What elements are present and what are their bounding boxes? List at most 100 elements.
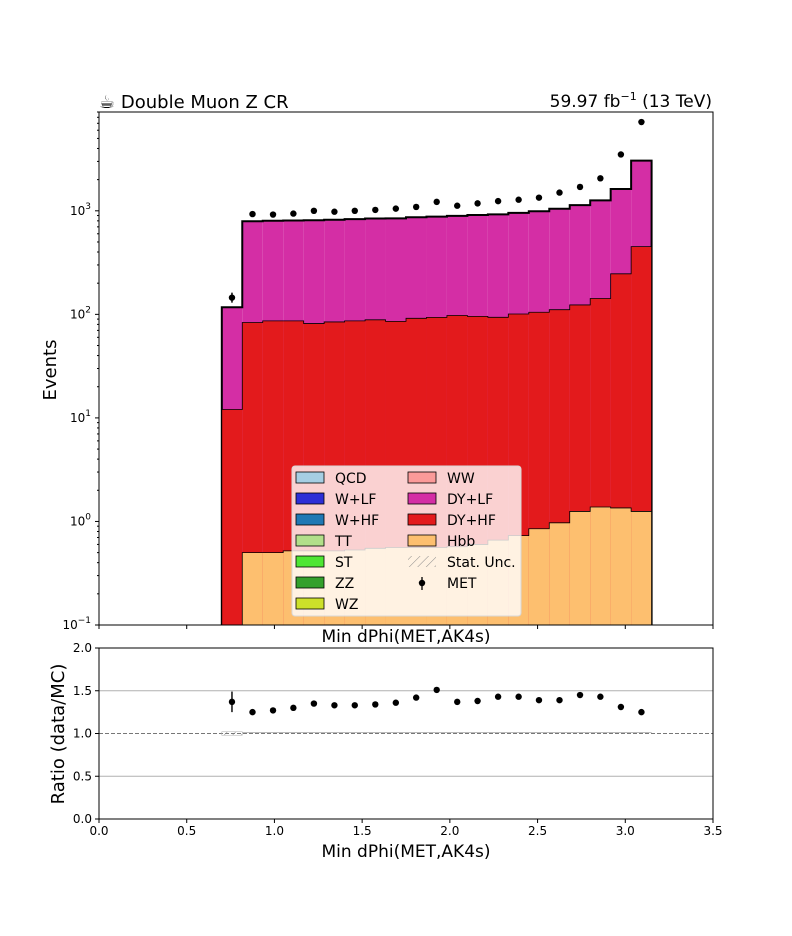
- hist-bar-hbb: [590, 506, 611, 625]
- main-y-axis-label: Events: [40, 340, 61, 401]
- data-point: [597, 175, 604, 182]
- legend-swatch-dy-lf: [407, 492, 437, 505]
- luminosity-value: 59.97 fb: [550, 92, 621, 112]
- legend-label-dy-lf: DY+LF: [447, 492, 493, 508]
- y-tick-label: 103: [70, 202, 91, 218]
- ratio-x-tick-label: 2.0: [440, 824, 459, 838]
- ratio-point: [638, 708, 645, 716]
- hist-outline-dy-lf: [220, 159, 653, 625]
- data-point: [269, 211, 277, 218]
- ratio-y-axis-label: Ratio (data/MC): [48, 664, 69, 805]
- data-point: [351, 207, 358, 215]
- data-point: [372, 206, 379, 214]
- legend-swatch-ww: [407, 471, 437, 484]
- ratio-x-axis-ticks: 0.0 0.5 1.0 1.5 2.0 2.5 3.0 3.5: [89, 819, 723, 838]
- legend-swatch-qcd: [295, 471, 325, 484]
- legend-swatch-tt: [295, 534, 325, 547]
- data-points: [228, 118, 645, 303]
- y-tick-label: 10−1: [62, 616, 91, 632]
- main-plot-frame: [98, 111, 714, 626]
- ratio-unc-band-first-bin: [221, 731, 243, 736]
- legend-label-wz: WZ: [335, 597, 358, 613]
- ratio-point: [331, 702, 338, 709]
- main-y-axis-ticks: 10−1 100 101 102 103: [62, 111, 99, 632]
- ratio-x-tick-label: 1.5: [353, 824, 372, 838]
- legend-marker-met: [418, 579, 426, 587]
- data-point: [576, 183, 584, 191]
- data-point: [392, 205, 400, 212]
- ratio-point: [392, 699, 400, 706]
- legend-label-st: ST: [335, 555, 353, 571]
- ratio-point: [474, 697, 481, 705]
- legend-label-w-hf: W+HF: [335, 513, 379, 529]
- ratio-x-tick-label: 0.0: [89, 824, 108, 838]
- data-point: [310, 207, 318, 215]
- hist-bar-dy-hf: [262, 320, 284, 625]
- ratio-y-axis-ticks: 0.0 0.5 1.0 1.5 2.0: [73, 641, 99, 826]
- ratio-y-tick-label: 2.0: [73, 641, 92, 655]
- legend-swatch-stat-unc-: [408, 556, 436, 567]
- legend-swatch-hbb: [407, 534, 437, 547]
- ratio-point: [290, 704, 297, 712]
- ratio-grid: [99, 690, 713, 777]
- ratio-point: [372, 701, 379, 708]
- ratio-point: [351, 702, 358, 709]
- data-point: [454, 202, 461, 209]
- ratio-plot-frame: [98, 647, 714, 820]
- legend-label-hbb: Hbb: [447, 534, 475, 550]
- energy-label: (13 TeV): [637, 92, 712, 112]
- ratio-point: [494, 693, 502, 700]
- hist-bar-dy-hf: [242, 322, 263, 625]
- ratio-points: [228, 686, 645, 716]
- legend-label-tt: TT: [334, 534, 352, 550]
- data-point: [617, 151, 625, 158]
- data-point: [474, 200, 481, 207]
- legend-label-stat-unc-: Stat. Unc.: [447, 555, 516, 571]
- legend-label-zz: ZZ: [335, 576, 354, 592]
- data-point: [433, 198, 440, 206]
- ratio-x-tick-label: 3.0: [616, 824, 635, 838]
- ratio-point: [433, 686, 440, 694]
- ratio-y-tick-label: 1.0: [73, 727, 92, 741]
- hist-outline-dy-hf: [221, 246, 652, 625]
- ratio-point: [249, 708, 256, 716]
- legend-label-met: MET: [447, 576, 477, 592]
- data-point: [412, 203, 420, 211]
- hist-bar-hbb: [528, 528, 550, 625]
- ratio-point: [412, 694, 420, 701]
- ratio-point: [556, 696, 563, 704]
- legend-swatch-wz: [295, 597, 325, 610]
- ratio-point: [454, 698, 461, 706]
- legend-swatch-zz: [295, 576, 325, 589]
- legend-swatch-w-lf: [295, 492, 325, 505]
- ratio-x-tick-label: 2.5: [528, 824, 547, 838]
- y-tick-label: 102: [70, 305, 91, 321]
- legend-swatch-w-hf: [295, 513, 325, 526]
- data-point: [494, 197, 502, 205]
- legend-frame: [291, 465, 522, 617]
- data-point: [638, 118, 645, 126]
- hist-bar-hbb: [569, 511, 591, 625]
- hist-bar-hbb: [262, 552, 284, 625]
- data-point: [535, 194, 543, 201]
- ratio-y-tick-label: 1.5: [73, 684, 92, 698]
- ratio-point: [597, 693, 604, 700]
- data-point: [249, 210, 256, 218]
- hist-bar-dy-hf: [221, 409, 243, 625]
- plot-title-right: 59.97 fb−1 (13 TeV): [550, 90, 712, 112]
- hist-bar-hbb: [549, 522, 570, 625]
- data-point: [556, 189, 563, 196]
- ratio-point: [310, 700, 318, 707]
- legend-label-dy-hf: DY+HF: [447, 513, 496, 529]
- ratio-point: [576, 691, 584, 699]
- ratio-point: [515, 693, 522, 700]
- ratio-point: [617, 703, 625, 711]
- ratio-x-tick-label: 1.0: [265, 824, 284, 838]
- plot-title-left: ☕ Double Muon Z CR: [99, 92, 289, 113]
- legend-label-ww: WW: [447, 471, 475, 487]
- legend-swatch-dy-hf: [407, 513, 437, 526]
- ratio-point: [228, 698, 236, 706]
- ratio-panel: 0.0 0.5 1.0 1.5 2.0 0.0 0.5 1.0 1.5 2.0 2.5 3.0 3.5…: [48, 641, 723, 862]
- legend-swatch-st: [295, 555, 325, 568]
- data-point: [290, 210, 297, 217]
